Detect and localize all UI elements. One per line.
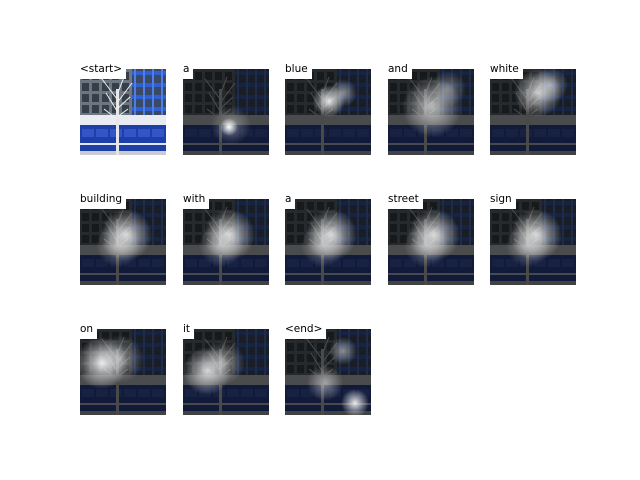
panel-image — [490, 69, 576, 155]
attention-panel: <start> — [80, 63, 166, 155]
caption-word: street — [388, 193, 423, 209]
attention-panel: and — [388, 63, 474, 155]
panel-image — [183, 69, 269, 155]
caption-word: blue — [285, 63, 312, 79]
panel-image — [285, 69, 371, 155]
attention-panel: street — [388, 193, 474, 285]
panel-image — [183, 199, 269, 285]
attention-panel: sign — [490, 193, 576, 285]
panel-image — [285, 329, 371, 415]
panel-image — [80, 199, 166, 285]
panel-image — [80, 69, 166, 155]
caption-word: a — [183, 63, 194, 79]
panel-image — [388, 199, 474, 285]
attention-panel: a — [183, 63, 269, 155]
panel-image — [388, 69, 474, 155]
caption-word: it — [183, 323, 195, 339]
attention-panel: with — [183, 193, 269, 285]
panel-image — [490, 199, 576, 285]
caption-word: and — [388, 63, 412, 79]
caption-word: white — [490, 63, 523, 79]
caption-word: with — [183, 193, 210, 209]
attention-panel: white — [490, 63, 576, 155]
caption-word: building — [80, 193, 127, 209]
caption-word: a — [285, 193, 296, 209]
caption-word: sign — [490, 193, 516, 209]
panel-image — [183, 329, 269, 415]
caption-word: <end> — [285, 323, 327, 339]
attention-panel: on — [80, 323, 166, 415]
caption-word: <start> — [80, 63, 127, 79]
attention-panel: building — [80, 193, 166, 285]
panel-image — [80, 329, 166, 415]
panel-image — [285, 199, 371, 285]
caption-word: on — [80, 323, 98, 339]
attention-panel: a — [285, 193, 371, 285]
attention-panel: it — [183, 323, 269, 415]
attention-panel: <end> — [285, 323, 371, 415]
attention-panel: blue — [285, 63, 371, 155]
